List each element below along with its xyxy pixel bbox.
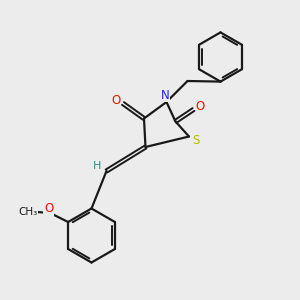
Text: O: O xyxy=(44,202,53,215)
Text: CH₃: CH₃ xyxy=(18,206,37,217)
Text: H: H xyxy=(93,160,102,171)
Text: O: O xyxy=(196,100,205,113)
Text: N: N xyxy=(160,89,169,102)
Text: O: O xyxy=(112,94,121,107)
Text: S: S xyxy=(192,134,199,147)
